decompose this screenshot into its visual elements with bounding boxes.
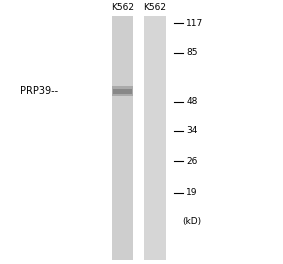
Text: K562: K562 [111,3,134,12]
Text: 85: 85 [186,48,198,57]
Text: 26: 26 [186,157,198,166]
Bar [113,89,132,93]
Text: 19: 19 [186,188,198,197]
Bar [112,16,133,260]
Text: K562: K562 [143,3,166,12]
Text: PRP39--: PRP39-- [20,86,58,96]
Bar [112,86,133,96]
Text: (kD): (kD) [183,217,202,226]
Text: 48: 48 [186,97,198,106]
Bar [144,16,166,260]
Text: 117: 117 [186,19,203,28]
Text: 34: 34 [186,126,198,135]
